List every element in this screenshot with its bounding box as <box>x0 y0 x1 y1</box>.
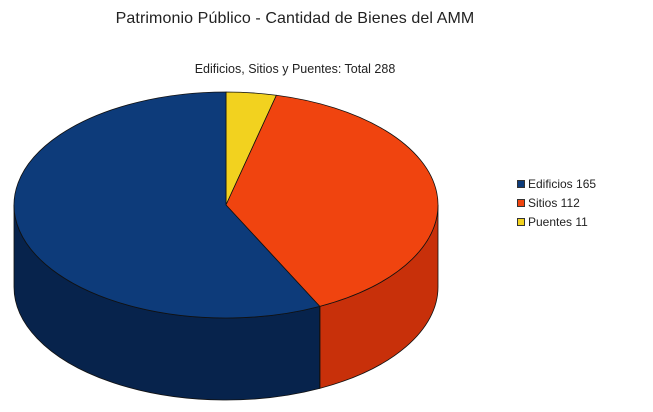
legend-swatch-edificios <box>517 180 525 188</box>
legend-item-edificios: Edificios 165 <box>517 176 596 192</box>
legend-label-puentes: Puentes 11 <box>528 215 588 229</box>
chart-subtitle: Edificios, Sitios y Puentes: Total 288 <box>194 62 396 76</box>
legend-swatch-puentes <box>517 218 525 226</box>
legend-label-sitios: Sitios 112 <box>528 196 580 210</box>
legend-item-puentes: Puentes 11 <box>517 214 596 230</box>
legend-item-sitios: Sitios 112 <box>517 195 596 211</box>
pie-slice-sitios <box>225 94 439 307</box>
chart-title: Patrimonio Público - Cantidad de Bienes … <box>115 10 475 27</box>
legend-swatch-sitios <box>517 199 525 207</box>
legend: Edificios 165 Sitios 112 Puentes 11 <box>517 176 596 233</box>
legend-label-edificios: Edificios 165 <box>528 177 597 191</box>
pie-slice-edificios <box>13 91 321 319</box>
